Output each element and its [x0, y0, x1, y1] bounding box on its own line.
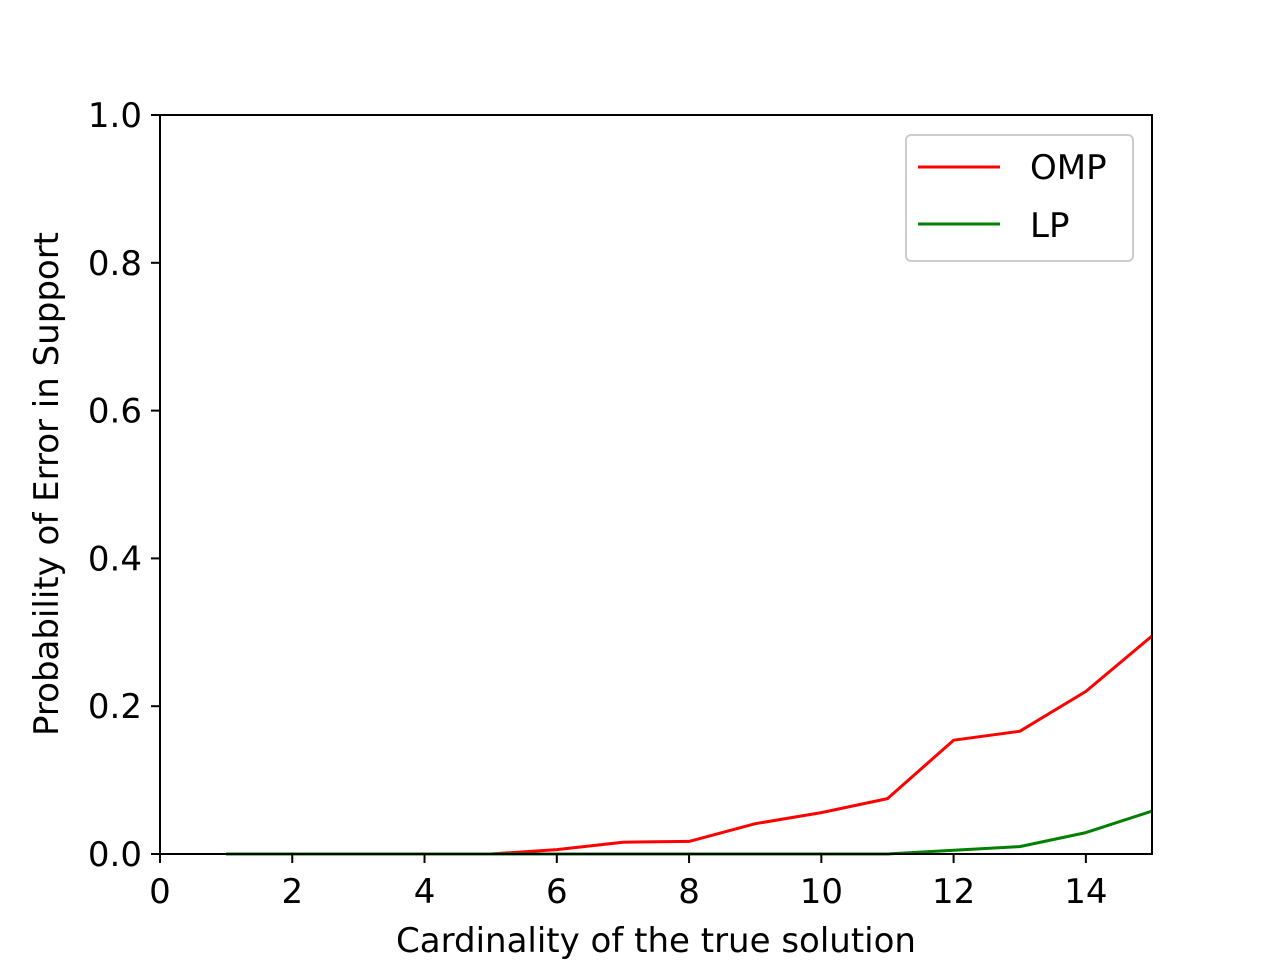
x-tick-label: 12 [932, 872, 975, 912]
legend-omp-label: OMP [1030, 148, 1107, 188]
x-tick-label: 10 [800, 872, 843, 912]
series-line-lp [226, 809, 1153, 856]
y-axis-title: Probability of Error in Support [27, 232, 67, 736]
y-tick-label: 0.0 [88, 835, 142, 875]
y-tick-label: 1.0 [88, 96, 142, 136]
x-tick-label: 8 [678, 872, 700, 912]
x-tick-label: 4 [414, 872, 436, 912]
y-tick-label: 0.6 [88, 392, 142, 432]
series-line-omp [226, 634, 1153, 856]
x-tick-label: 6 [546, 872, 568, 912]
y-tick-label: 0.4 [88, 539, 142, 579]
legend-lp-label: LP [1030, 206, 1069, 246]
legend: OMP LP [905, 134, 1134, 262]
x-tick-label: 14 [1064, 872, 1107, 912]
x-tick-label: 2 [281, 872, 303, 912]
x-tick-label: 0 [149, 872, 171, 912]
y-tick-label: 0.8 [88, 244, 142, 284]
y-axis-ticks: 0.0 0.2 0.4 0.6 0.8 1.0 [88, 96, 160, 875]
y-tick-label: 0.2 [88, 687, 142, 727]
x-axis-ticks: 0 2 4 6 8 10 12 14 [149, 854, 1107, 912]
x-axis-title: Cardinality of the true solution [396, 921, 916, 960]
plot-area-frame [159, 114, 1153, 855]
plot-series [226, 634, 1153, 856]
